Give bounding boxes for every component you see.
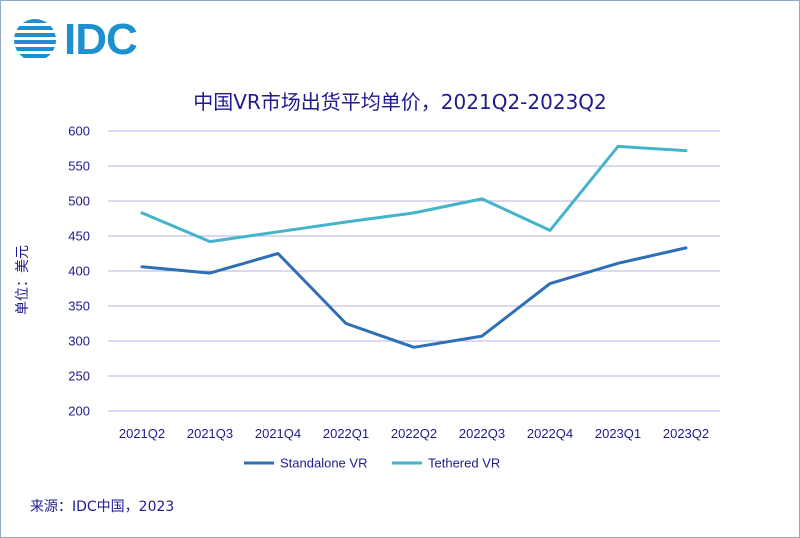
- source-note: 来源：IDC中国，2023: [30, 499, 175, 515]
- idc-logo: IDC: [12, 15, 138, 64]
- y-tick-label: 500: [68, 194, 90, 209]
- y-tick-label: 400: [68, 264, 90, 279]
- x-tick-label: 2022Q3: [459, 426, 505, 441]
- gridlines: [108, 130, 720, 412]
- series-line-tethered: [140, 144, 688, 244]
- x-tick-label: 2021Q2: [119, 426, 165, 441]
- legend-label: Tethered VR: [428, 456, 500, 471]
- y-tick-label: 450: [68, 229, 90, 244]
- y-tick-label: 300: [68, 334, 90, 349]
- chart-title: 中国VR市场出货平均单价，2021Q2-2023Q2: [193, 90, 607, 114]
- x-tick-label: 2022Q4: [527, 426, 573, 441]
- brand-name: IDC: [64, 15, 138, 64]
- x-tick-label: 2022Q1: [323, 426, 369, 441]
- x-tick-label: 2021Q4: [255, 426, 301, 441]
- y-tick-label: 350: [68, 299, 90, 314]
- x-tick-label: 2022Q2: [391, 426, 437, 441]
- x-tick-label: 2023Q2: [663, 426, 709, 441]
- x-tick-label: 2023Q1: [595, 426, 641, 441]
- y-tick-label: 200: [68, 404, 90, 419]
- legend-label: Standalone VR: [280, 456, 367, 471]
- series-lines: [140, 144, 688, 349]
- series-line-standalone: [140, 246, 688, 349]
- x-tick-label: 2021Q3: [187, 426, 233, 441]
- y-tick-label: 550: [68, 159, 90, 174]
- y-tick-label: 250: [68, 369, 90, 384]
- y-tick-label: 600: [68, 124, 90, 139]
- y-tick-labels: 200 250 300 350 400 450 500 550 600: [68, 124, 90, 419]
- x-tick-labels: 2021Q2 2021Q3 2021Q4 2022Q1 2022Q2 2022Q3 2022…: [119, 426, 709, 441]
- globe-icon: [14, 19, 56, 58]
- legend: Standalone VR Tethered VR: [244, 456, 500, 471]
